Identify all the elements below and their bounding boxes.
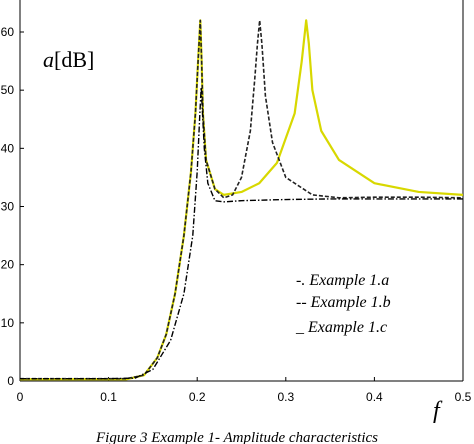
y-tick-label: 0	[7, 374, 14, 388]
x-tick-label: 0.3	[277, 390, 294, 404]
y-axis-label: a[dB]	[43, 47, 94, 72]
y-tick-label: 30	[1, 200, 15, 214]
y-axis-label-symbol: a	[43, 47, 54, 72]
y-tick-label: 50	[1, 83, 15, 97]
x-ticks: 0 0.1 0.2 0.3 0.4 0.5	[17, 377, 472, 404]
y-tick-label: 10	[1, 316, 15, 330]
y-tick-label: 60	[1, 25, 15, 39]
series-line-3	[20, 19, 463, 381]
x-axis-label: f	[433, 398, 443, 424]
legend: -. Example 1.a -- Example 1.b _ Example …	[295, 272, 391, 336]
figure-caption: Figure 3 Example 1- Amplitude characteri…	[95, 430, 378, 444]
x-tick-label: 0.2	[189, 390, 206, 404]
y-tick-label: 20	[1, 258, 15, 272]
series-line-2	[20, 19, 463, 380]
x-tick-label: 0	[17, 390, 24, 404]
x-tick-label: 0.1	[100, 390, 117, 404]
legend-entry-2: -- Example 1.b	[296, 294, 391, 311]
y-ticks: 0 10 20 30 40 50 60	[1, 25, 24, 388]
y-tick-label: 40	[1, 141, 15, 155]
legend-entry-1: -. Example 1.a	[296, 272, 389, 289]
series-layer	[20, 19, 463, 381]
x-tick-label: 0.5	[455, 390, 472, 404]
series-line-1	[20, 86, 463, 380]
y-axis-label-unit: [dB]	[54, 47, 94, 72]
x-tick-label: 0.4	[366, 390, 383, 404]
legend-entry-3: _ Example 1.c	[295, 319, 387, 336]
